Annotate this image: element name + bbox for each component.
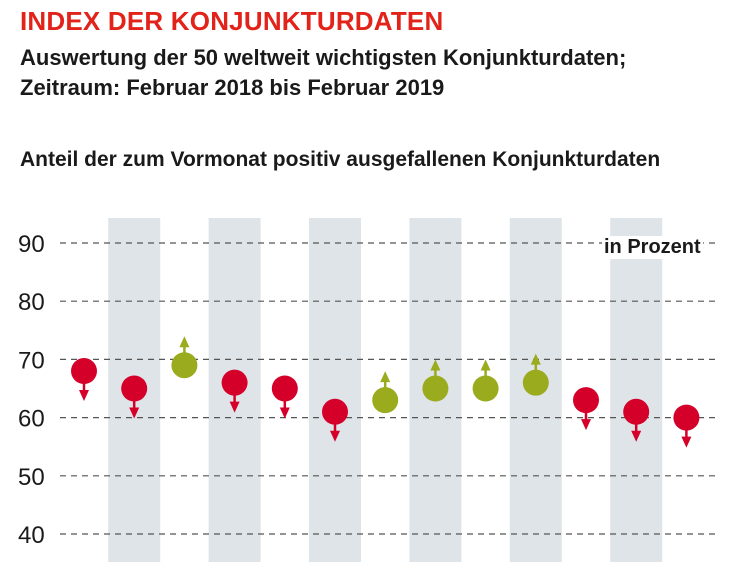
data-point [372,371,399,414]
chart-heading: Anteil der zum Vormonat positiv ausgefal… [20,148,661,171]
arrow-head [330,430,340,442]
unit-label: in Prozent [602,236,703,259]
y-axis-ticks: 40 50 60 70 80 90 [18,231,45,549]
data-point [322,398,348,442]
data-point [522,353,549,396]
chart-title: INDEX DER KONJUNKTURDATEN [20,6,444,36]
y-tick-label: 50 [18,464,45,491]
chart-subtitle: Auswertung der 50 weltweit wichtigsten K… [20,43,740,103]
data-marker [573,387,599,414]
subtitle-line-1: Auswertung der 50 weltweit wichtigsten K… [20,45,627,70]
y-tick-label: 80 [18,289,45,316]
y-tick-label: 70 [18,347,45,374]
data-marker [71,358,97,385]
arrow-head [179,336,190,348]
data-point [472,359,499,402]
y-tick-label: 90 [18,231,45,258]
data-point [171,336,198,379]
arrow-head [581,419,591,431]
arrow-head [279,407,290,419]
column-band [610,218,663,562]
y-tick-label: 40 [18,522,45,549]
arrow-head [229,401,240,413]
data-marker [171,352,198,379]
data-points [71,336,700,448]
subtitle-line-2: Zeitraum: Februar 2018 bis Februar 2019 [20,75,445,100]
arrow-head [129,407,140,419]
arrow-head [380,371,391,383]
data-point [71,358,97,402]
arrow-head [430,359,441,371]
data-marker [472,375,499,402]
data-marker [522,369,549,396]
column-bands [108,218,663,562]
data-point [573,387,599,431]
arrow-head [631,430,642,442]
data-point [623,398,650,442]
arrow-head [681,436,692,448]
data-marker [322,398,348,425]
data-marker [372,387,399,414]
arrow-head [79,390,89,402]
y-tick-label: 60 [18,406,45,433]
data-marker [121,375,148,402]
data-marker [271,375,298,402]
data-point [121,375,148,419]
data-point [673,404,700,448]
data-marker [673,404,700,431]
data-marker [221,369,248,396]
arrow-head [480,359,491,371]
data-point [271,375,298,419]
data-point [422,359,449,402]
arrow-head [530,353,541,365]
data-marker [422,375,449,402]
column-band [309,218,361,562]
data-marker [623,398,650,425]
data-point [221,369,248,413]
